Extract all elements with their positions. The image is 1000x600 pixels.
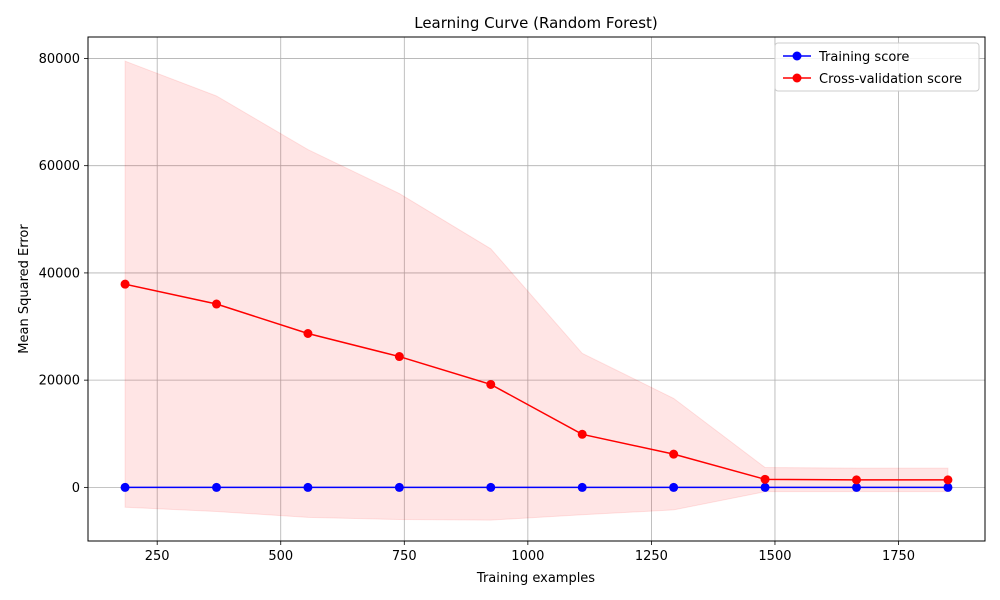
chart-title: Learning Curve (Random Forest) <box>414 14 658 32</box>
x-axis-ticks: 250 500 750 1000 1250 1500 1750 <box>145 541 915 564</box>
legend-swatch-marker-cv <box>792 73 802 83</box>
y-axis-label: Mean Squared Error <box>17 224 32 354</box>
x-tick-label: 1000 <box>511 549 544 564</box>
legend-swatch-marker-training <box>792 51 802 61</box>
series-lines <box>124 283 948 489</box>
x-axis-label: Training examples <box>476 571 595 586</box>
point-cv <box>394 352 404 362</box>
point-training <box>303 482 313 492</box>
point-training <box>577 482 587 492</box>
point-training <box>394 482 404 492</box>
point-training <box>211 482 221 492</box>
point-cv <box>577 429 587 439</box>
point-training <box>486 482 496 492</box>
point-training <box>760 482 770 492</box>
y-tick-label: 0 <box>72 481 80 496</box>
x-tick-label: 1250 <box>635 549 668 564</box>
legend-box <box>774 42 980 92</box>
point-cv <box>943 475 953 485</box>
x-tick-label: 1500 <box>758 549 791 564</box>
point-training <box>943 482 953 492</box>
point-training <box>120 482 130 492</box>
x-tick-label: 500 <box>268 549 293 564</box>
point-cv <box>852 475 862 485</box>
x-tick-label: 750 <box>392 549 417 564</box>
point-cv <box>669 449 679 459</box>
y-tick-label: 60000 <box>39 159 80 174</box>
point-cv <box>120 279 130 289</box>
point-cv <box>760 474 770 484</box>
series-points <box>120 279 953 492</box>
point-training <box>852 482 862 492</box>
point-cv <box>486 379 496 389</box>
x-tick-label: 250 <box>145 549 170 564</box>
legend-label-cv: Cross-validation score <box>819 72 962 87</box>
y-tick-label: 40000 <box>39 266 80 281</box>
point-cv <box>303 329 313 339</box>
legend-label-training: Training score <box>818 50 909 65</box>
point-cv <box>211 299 221 309</box>
line-cv <box>124 283 948 481</box>
legend: Training score Cross-validation score <box>774 42 980 92</box>
y-axis-ticks: 0 20000 40000 60000 80000 <box>39 52 88 496</box>
plot-frame <box>87 36 986 542</box>
x-tick-label: 1750 <box>882 549 915 564</box>
point-training <box>669 482 679 492</box>
y-tick-label: 20000 <box>39 374 80 389</box>
y-tick-label: 80000 <box>39 52 80 67</box>
